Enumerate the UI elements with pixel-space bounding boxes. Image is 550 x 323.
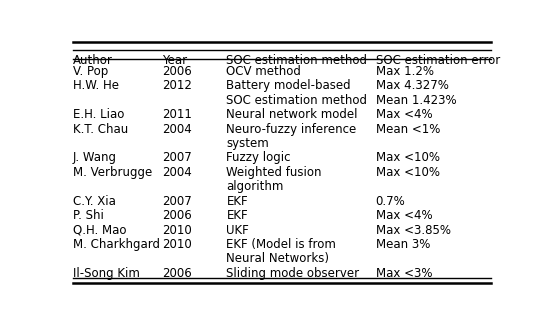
Text: P. Shi: P. Shi <box>73 209 104 222</box>
Text: H.W. He: H.W. He <box>73 79 119 92</box>
Text: Mean 3%: Mean 3% <box>376 238 430 251</box>
Text: 2011: 2011 <box>163 108 192 121</box>
Text: UKF: UKF <box>227 224 249 236</box>
Text: V. Pop: V. Pop <box>73 65 108 78</box>
Text: 2006: 2006 <box>163 267 192 280</box>
Text: OCV method: OCV method <box>227 65 301 78</box>
Text: Max 1.2%: Max 1.2% <box>376 65 433 78</box>
Text: Weighted fusion: Weighted fusion <box>227 166 322 179</box>
Text: Max <3%: Max <3% <box>376 267 432 280</box>
Text: Max <4%: Max <4% <box>376 108 432 121</box>
Text: 2007: 2007 <box>163 195 192 208</box>
Text: Fuzzy logic: Fuzzy logic <box>227 151 291 164</box>
Text: Max <4%: Max <4% <box>376 209 432 222</box>
Text: 0.7%: 0.7% <box>376 195 405 208</box>
Text: Mean <1%: Mean <1% <box>376 122 440 136</box>
Text: Q.H. Mao: Q.H. Mao <box>73 224 126 236</box>
Text: Sliding mode observer: Sliding mode observer <box>227 267 360 280</box>
Text: 2006: 2006 <box>163 209 192 222</box>
Text: Il-Song Kim: Il-Song Kim <box>73 267 140 280</box>
Text: Max <3.85%: Max <3.85% <box>376 224 450 236</box>
Text: Neuro-fuzzy inference: Neuro-fuzzy inference <box>227 122 357 136</box>
Text: 2010: 2010 <box>163 238 192 251</box>
Text: E.H. Liao: E.H. Liao <box>73 108 124 121</box>
Text: Neural Networks): Neural Networks) <box>227 252 329 266</box>
Text: SOC estimation method: SOC estimation method <box>227 94 367 107</box>
Text: EKF: EKF <box>227 209 248 222</box>
Text: Neural network model: Neural network model <box>227 108 358 121</box>
Text: M. Charkhgard: M. Charkhgard <box>73 238 160 251</box>
Text: EKF: EKF <box>227 195 248 208</box>
Text: J. Wang: J. Wang <box>73 151 117 164</box>
Text: SOC estimation error: SOC estimation error <box>376 54 500 67</box>
Text: 2012: 2012 <box>163 79 192 92</box>
Text: Author: Author <box>73 54 113 67</box>
Text: 2004: 2004 <box>163 122 192 136</box>
Text: 2010: 2010 <box>163 224 192 236</box>
Text: K.T. Chau: K.T. Chau <box>73 122 128 136</box>
Text: system: system <box>227 137 269 150</box>
Text: Year: Year <box>163 54 188 67</box>
Text: 2004: 2004 <box>163 166 192 179</box>
Text: Max <10%: Max <10% <box>376 151 439 164</box>
Text: Max 4.327%: Max 4.327% <box>376 79 449 92</box>
Text: algorithm: algorithm <box>227 180 284 193</box>
Text: M. Verbrugge: M. Verbrugge <box>73 166 152 179</box>
Text: 2006: 2006 <box>163 65 192 78</box>
Text: 2007: 2007 <box>163 151 192 164</box>
Text: Mean 1.423%: Mean 1.423% <box>376 94 456 107</box>
Text: Battery model-based: Battery model-based <box>227 79 351 92</box>
Text: EKF (Model is from: EKF (Model is from <box>227 238 337 251</box>
Text: Max <10%: Max <10% <box>376 166 439 179</box>
Text: C.Y. Xia: C.Y. Xia <box>73 195 116 208</box>
Text: SOC estimation method: SOC estimation method <box>227 54 367 67</box>
